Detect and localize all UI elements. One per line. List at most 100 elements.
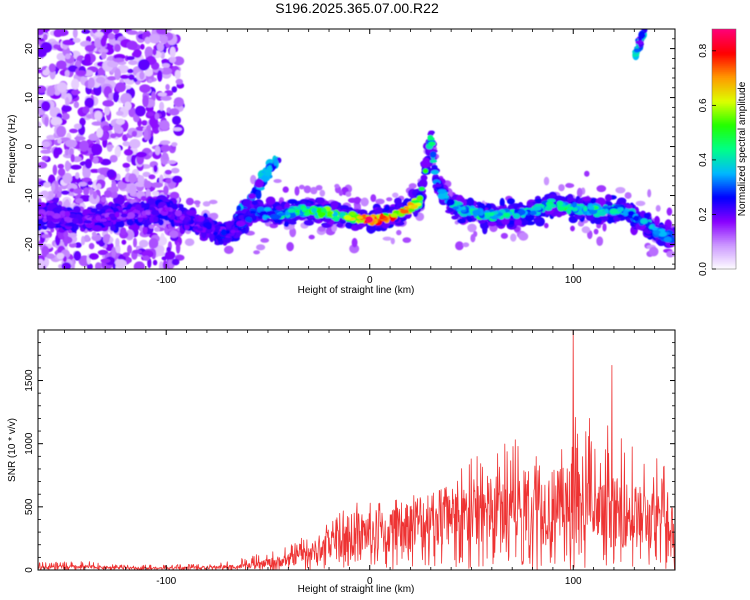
colorbar-segment xyxy=(712,57,736,60)
spectrogram-cell xyxy=(164,251,176,260)
spectrogram-cell xyxy=(107,33,115,40)
spectrogram-cell xyxy=(602,205,609,210)
spectrogram-cell xyxy=(663,236,672,243)
spectrogram-cell xyxy=(61,262,72,269)
spectrogram-cell xyxy=(42,69,50,76)
colorbar-segment xyxy=(712,263,736,266)
spectrogram-cell xyxy=(392,192,399,198)
x-tick-label: 100 xyxy=(565,576,582,587)
spectrogram-cell xyxy=(220,228,227,236)
spectrogram-cell xyxy=(635,200,646,207)
spectrogram-cell xyxy=(431,166,438,170)
colorbar-segment xyxy=(712,153,736,156)
colorbar-segment xyxy=(712,113,736,116)
spectrogram-cell xyxy=(149,116,159,129)
colorbar-segment xyxy=(712,209,736,212)
spectrogram-cell xyxy=(106,144,114,149)
spectrogram-cell xyxy=(65,139,78,148)
spectrogram-cell xyxy=(400,209,409,214)
colorbar-tick-label: 0.2 xyxy=(698,207,709,221)
spectrogram-cell xyxy=(71,218,80,224)
spectrogram-cell xyxy=(319,189,326,197)
spectrogram-cell xyxy=(345,191,352,197)
colorbar-segment xyxy=(712,173,736,176)
spectrogram-cell xyxy=(193,226,199,230)
spectrogram-cell xyxy=(354,196,361,205)
x-tick-label: 0 xyxy=(367,576,373,587)
spectrogram-cell xyxy=(39,202,47,208)
spectrogram-cell xyxy=(260,238,270,243)
spectrogram-cell xyxy=(67,65,78,73)
spectrogram-cell xyxy=(647,189,652,198)
spectrogram-cell xyxy=(429,151,437,158)
spectrogram-cell xyxy=(546,203,554,208)
spectrogram-cell xyxy=(487,221,497,227)
spectrogram-cell xyxy=(165,178,172,184)
spectrogram-cell xyxy=(446,199,455,206)
colorbar-segment xyxy=(712,141,736,144)
spectrogram-cell xyxy=(95,262,102,269)
spectrogram-cell xyxy=(135,151,148,158)
colorbar-segment xyxy=(712,137,736,140)
spectrogram-cell xyxy=(178,203,184,209)
colorbar-segment xyxy=(712,163,736,166)
colorbar-segment xyxy=(712,65,736,68)
spectrogram-cell xyxy=(38,258,45,269)
spectrogram-cell xyxy=(617,197,627,205)
spectrogram-cell xyxy=(114,145,122,158)
spectrogram-cell xyxy=(652,230,661,235)
spectrogram-cell xyxy=(42,225,48,230)
spectrogram-cell xyxy=(159,261,164,269)
spectrogram-cell xyxy=(75,198,83,204)
spectrogram-cell xyxy=(141,120,148,126)
spectrogram-cell xyxy=(517,209,526,216)
spectrogram-cell xyxy=(175,78,183,85)
spectrogram-cell xyxy=(134,181,147,188)
spectrogram-cell xyxy=(185,197,194,206)
spectrogram-cell xyxy=(83,220,92,224)
spectrogram-cell xyxy=(633,215,640,222)
colorbar-segment xyxy=(712,213,736,216)
x-tick-label: 100 xyxy=(565,275,582,286)
spectrogram-cell xyxy=(137,59,150,71)
spectrogram-cell xyxy=(116,110,124,116)
spectrogram-cell xyxy=(133,77,138,83)
spectrogram-cell xyxy=(462,242,470,248)
colorbar-segment xyxy=(712,79,736,82)
spectrogram-cell xyxy=(581,226,591,234)
spectrogram-cell xyxy=(89,168,100,173)
spectrogram-cell xyxy=(171,258,180,266)
spectrogram-cell xyxy=(78,181,88,187)
spectrogram-cell xyxy=(375,198,385,205)
spectrogram-cell xyxy=(581,196,592,201)
y-tick-label: 20 xyxy=(24,43,35,55)
spectrogram-cell xyxy=(89,153,94,161)
spectrogram-cell xyxy=(115,259,127,269)
spectrogram-cell xyxy=(360,197,369,207)
spectrogram-cell xyxy=(73,250,82,261)
spectrogram-cell xyxy=(63,216,71,222)
spectrogram-cell xyxy=(533,217,541,224)
spectrogram-cell xyxy=(64,53,71,60)
spectrogram-cell xyxy=(68,232,77,238)
spectrogram-cell xyxy=(152,190,160,196)
spectrogram-cell xyxy=(390,213,398,218)
spectrogram-cell xyxy=(107,60,119,68)
colorbar-segment xyxy=(712,99,736,102)
spectrogram-cell xyxy=(109,191,118,199)
spectrogram-cell xyxy=(160,67,173,75)
spectrogram-cell xyxy=(133,49,142,58)
colorbar-segment xyxy=(712,93,736,96)
spectrogram-cell xyxy=(243,198,251,207)
spectrogram-cell xyxy=(78,218,83,225)
spectrogram-cell xyxy=(572,207,578,212)
spectrogram-cell xyxy=(51,182,56,192)
spectrogram-cell xyxy=(422,168,429,174)
spectrogram-cell xyxy=(452,206,459,210)
spectrogram-cell xyxy=(126,56,135,61)
spectrogram-cell xyxy=(447,207,454,213)
colorbar-segment xyxy=(712,227,736,230)
spectrogram-cell xyxy=(169,230,179,238)
spectrogram-cell xyxy=(408,183,417,189)
spectrogram-cell xyxy=(84,44,95,52)
